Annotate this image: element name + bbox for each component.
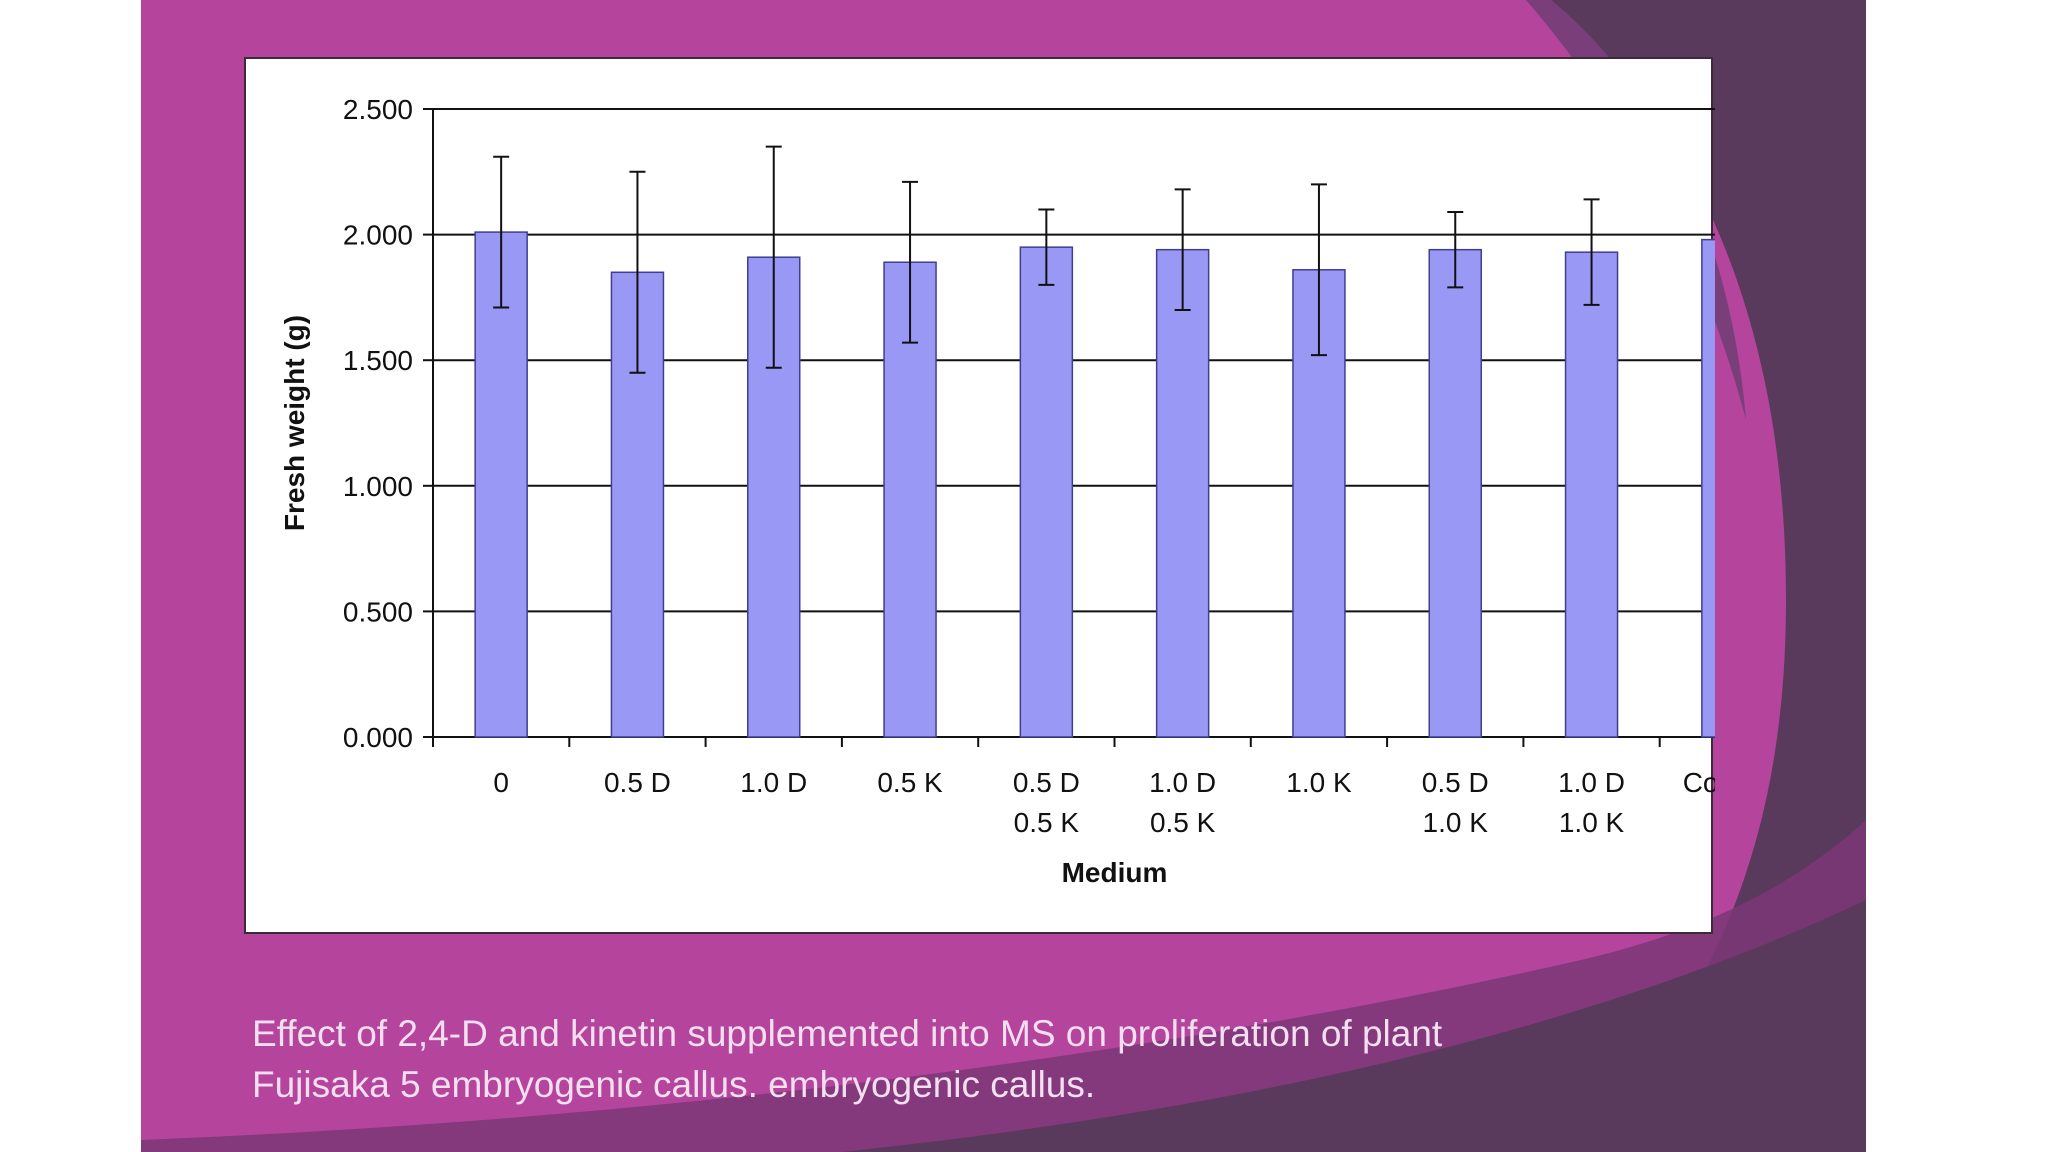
bar-chart: 0.000 0.500 1.000 1.500 2.000 2.500 0 0.5 D 1.0 …	[279, 94, 1715, 888]
caption-line-1: Effect of 2,4-D and kinetin supplemented…	[252, 1013, 1443, 1054]
x-tick-label: 0.5 D	[604, 767, 671, 798]
slide-dark-arc	[1551, 0, 1866, 1152]
chart-panel: 0.000 0.500 1.000 1.500 2.000 2.500 0 0.5 D 1.0 …	[244, 57, 1715, 934]
y-tick-label: 0.500	[343, 596, 413, 627]
bar	[1428, 248, 1482, 738]
x-tick-label: 0.5 K	[877, 767, 943, 798]
slide-caption: Effect of 2,4-D and kinetin supplemented…	[252, 1008, 1632, 1110]
slide-bottom-dark	[841, 900, 1866, 1152]
y-tick-label: 0.000	[343, 722, 413, 753]
bar	[1155, 248, 1210, 738]
bar	[474, 231, 528, 738]
x-tick-label: 0.5 K	[1150, 807, 1216, 838]
y-tick-label: 1.000	[343, 471, 413, 502]
bar	[1019, 246, 1074, 738]
caption-line-2: Fujisaka 5 embryogenic callus. embryogen…	[252, 1064, 1096, 1105]
x-tick-label: 1.0 K	[1423, 807, 1489, 838]
x-tick-label: 1.0 K	[1559, 807, 1625, 838]
y-axis-title: Fresh weight (g)	[279, 315, 310, 531]
x-tick-label: 0.5 D	[1422, 767, 1489, 798]
y-tick-label: 2.500	[343, 94, 413, 125]
bar	[1564, 251, 1619, 738]
y-tick-label: 2.000	[343, 220, 413, 251]
y-tick-label: 1.500	[343, 345, 413, 376]
slide: 0.000 0.500 1.000 1.500 2.000 2.500 0 0.5 D 1.0 …	[141, 0, 1866, 1152]
x-tick-label: 0.5 K	[1014, 807, 1080, 838]
x-tick-label: 1.0 D	[1558, 767, 1625, 798]
bar	[1701, 238, 1715, 738]
x-tick-label: 1.0 D	[1149, 767, 1216, 798]
x-tick-label: 0	[493, 767, 509, 798]
x-tick-label: Control	[1683, 767, 1715, 798]
x-tick-label: 1.0 D	[740, 767, 807, 798]
x-tick-label: 1.0 K	[1286, 767, 1352, 798]
x-tick-label: 0.5 D	[1013, 767, 1080, 798]
x-axis-title: Medium	[1062, 857, 1168, 888]
